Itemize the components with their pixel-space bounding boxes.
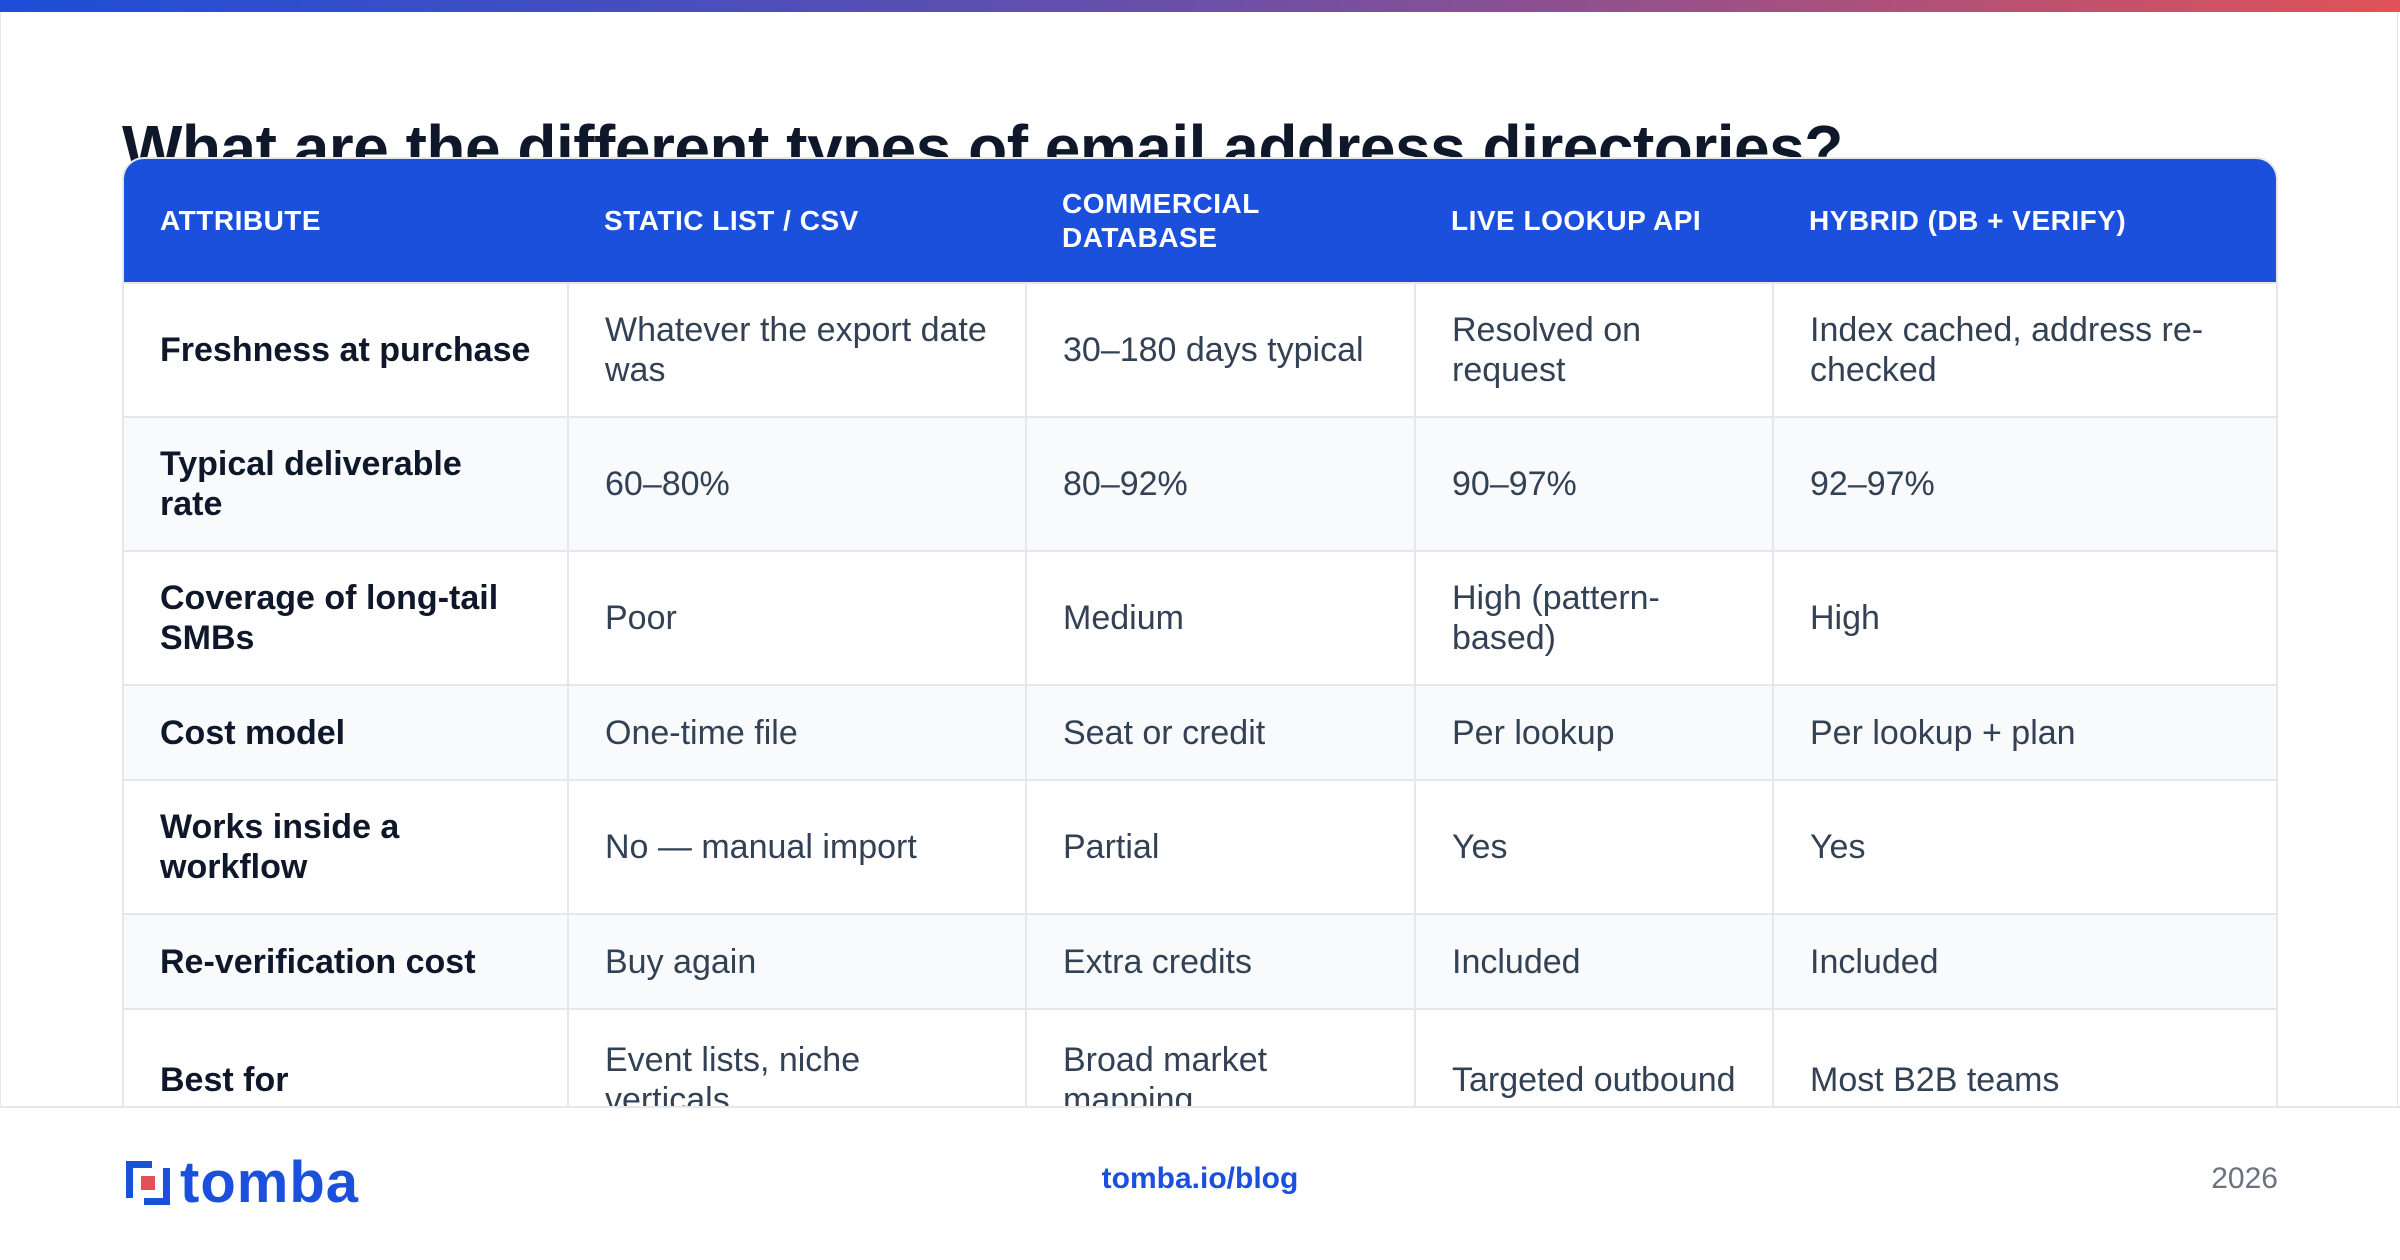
column-header: HYBRID (DB + VERIFY) bbox=[1773, 159, 2276, 283]
row-label: Works inside a workflow bbox=[124, 779, 568, 914]
table-cell: 90–97% bbox=[1414, 416, 1773, 551]
table-row: Coverage of long-tail SMBs Poor Medium H… bbox=[124, 550, 2276, 685]
table-cell: Partial bbox=[1025, 779, 1415, 914]
table-cell: Index cached, address re-checked bbox=[1772, 282, 2276, 417]
table-cell: Medium bbox=[1025, 550, 1415, 685]
table-cell: No — manual import bbox=[567, 779, 1026, 914]
table-cell: 60–80% bbox=[567, 416, 1026, 551]
year-label: 2026 bbox=[2211, 1162, 2278, 1195]
column-header: COMMERCIAL DATABASE bbox=[1026, 159, 1415, 283]
table-cell: Included bbox=[1772, 913, 2276, 1009]
table-row: Re-verification cost Buy again Extra cre… bbox=[124, 913, 2276, 1009]
comparison-table: ATTRIBUTE STATIC LIST / CSV COMMERCIAL D… bbox=[124, 159, 2276, 1139]
table-cell: Yes bbox=[1772, 779, 2276, 914]
table-row: Works inside a workflow No — manual impo… bbox=[124, 779, 2276, 914]
table-cell: Yes bbox=[1414, 779, 1773, 914]
row-label: Freshness at purchase bbox=[124, 282, 568, 417]
tomba-logo-icon bbox=[122, 1157, 174, 1209]
table-cell: Included bbox=[1414, 913, 1773, 1009]
column-header: ATTRIBUTE bbox=[124, 159, 568, 283]
table-cell: 80–92% bbox=[1025, 416, 1415, 551]
table-cell: High bbox=[1772, 550, 2276, 685]
table-cell: Resolved on request bbox=[1414, 282, 1773, 417]
row-label: Re-verification cost bbox=[124, 913, 568, 1009]
comparison-table-card: ATTRIBUTE STATIC LIST / CSV COMMERCIAL D… bbox=[122, 157, 2278, 1141]
row-label: Typical deliverable rate bbox=[124, 416, 568, 551]
blog-link[interactable]: tomba.io/blog bbox=[1101, 1162, 1299, 1195]
row-label: Coverage of long-tail SMBs bbox=[124, 550, 568, 685]
table-cell: Seat or credit bbox=[1025, 684, 1415, 780]
table-row: Cost model One-time file Seat or credit … bbox=[124, 684, 2276, 780]
row-label: Cost model bbox=[124, 684, 568, 780]
table-cell: One-time file bbox=[567, 684, 1026, 780]
footer: tomba tomba.io/blog 2026 bbox=[0, 1108, 2400, 1258]
table-cell: Buy again bbox=[567, 913, 1026, 1009]
column-header: STATIC LIST / CSV bbox=[568, 159, 1026, 283]
column-header: LIVE LOOKUP API bbox=[1415, 159, 1773, 283]
table-cell: Poor bbox=[567, 550, 1026, 685]
table-row: Freshness at purchase Whatever the expor… bbox=[124, 282, 2276, 417]
table-cell: Whatever the export date was bbox=[567, 282, 1026, 417]
table-cell: 30–180 days typical bbox=[1025, 282, 1415, 417]
table-row: Typical deliverable rate 60–80% 80–92% 9… bbox=[124, 416, 2276, 551]
tomba-logo[interactable]: tomba bbox=[122, 1150, 359, 1215]
table-cell: Extra credits bbox=[1025, 913, 1415, 1009]
table-cell: Per lookup bbox=[1414, 684, 1773, 780]
table-cell: Per lookup + plan bbox=[1772, 684, 2276, 780]
logo-wordmark: tomba bbox=[180, 1150, 359, 1215]
table-header-row: ATTRIBUTE STATIC LIST / CSV COMMERCIAL D… bbox=[124, 159, 2276, 283]
table-cell: 92–97% bbox=[1772, 416, 2276, 551]
footer-divider bbox=[0, 1106, 2400, 1108]
table-cell: High (pattern-based) bbox=[1414, 550, 1773, 685]
gradient-top-bar bbox=[0, 0, 2400, 12]
